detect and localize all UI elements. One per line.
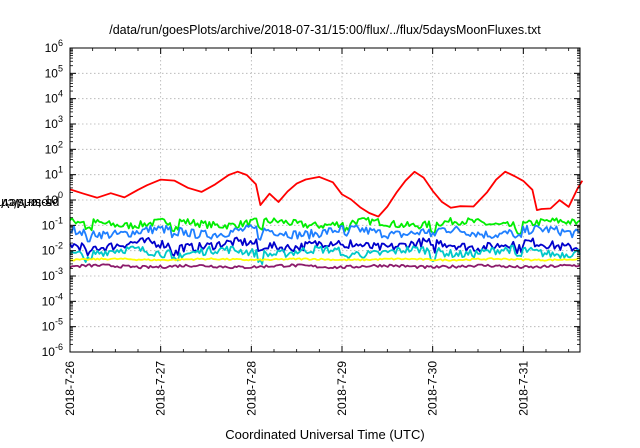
x-tick-label: 2018-7-28 (244, 361, 258, 416)
series-line-1 (69, 170, 584, 218)
chart-title: /data/run/goesPlots/archive/2018-07-31/1… (109, 23, 541, 37)
x-tick-label: 2018-7-30 (426, 361, 440, 416)
series-line-4 (69, 236, 581, 257)
y-tick-label: 10-4 (42, 291, 63, 308)
y-tick-label: 102 (45, 139, 63, 156)
series-line-5 (69, 244, 581, 266)
y-tick-label: 106 (45, 38, 63, 55)
x-tick-label: 2018-7-31 (516, 361, 530, 416)
y-tick-label: 100 (45, 190, 63, 207)
y-tick-label: 101 (45, 165, 63, 182)
x-tick-label: 2018-7-26 (63, 361, 77, 416)
series-line-3 (69, 224, 581, 243)
y-tick-label: 10-1 (42, 215, 63, 232)
y-tick-label: 104 (45, 89, 63, 106)
series-line-6 (69, 257, 581, 262)
series-line-2 (69, 216, 581, 236)
y-tick-label: 105 (45, 63, 63, 80)
series-line-7 (69, 263, 581, 270)
x-tick-label: 2018-7-27 (154, 361, 168, 416)
y-axis-label-unit: -s-sr-MeV (0, 196, 56, 211)
y-tick-label: 10-3 (42, 266, 63, 283)
x-tick-label: 2018-7-29 (335, 361, 349, 416)
y-tick-label: 10-2 (42, 241, 63, 258)
x-axis-label: Coordinated Universal Time (UTC) (225, 427, 425, 442)
y-tick-label: 10-5 (42, 317, 63, 334)
y-tick-label: 103 (45, 114, 63, 131)
y-tick-label: 10-6 (42, 342, 63, 359)
